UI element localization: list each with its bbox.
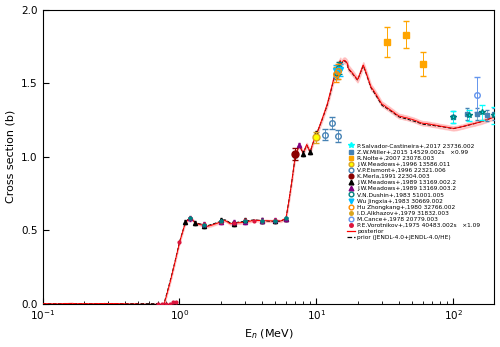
X-axis label: E$_n$ (MeV): E$_n$ (MeV) [244,328,294,341]
Legend: P.Salvador-Castineira+,2017 23736.002, Z.W.Miller+,2015 14529.002s   ×0.99, R.No: P.Salvador-Castineira+,2017 23736.002, Z… [344,141,482,243]
Y-axis label: Cross section (b): Cross section (b) [6,110,16,203]
